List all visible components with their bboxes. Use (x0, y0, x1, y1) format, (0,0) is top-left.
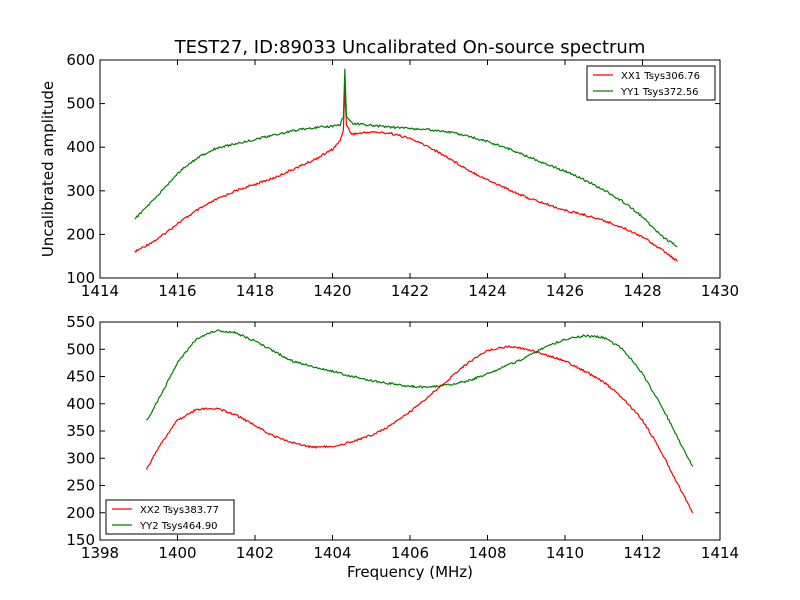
x-tick-label: 1430 (701, 282, 739, 300)
y-tick-label: 200 (66, 225, 95, 243)
x-tick-label: 1416 (158, 282, 196, 300)
x-tick-label: 1422 (391, 282, 429, 300)
series-line-2-2 (146, 329, 694, 467)
chart-title: TEST27, ID:89033 Uncalibrated On-source … (174, 37, 646, 58)
y-tick-label: 350 (66, 422, 95, 440)
y-tick-label: 600 (66, 51, 95, 69)
y-tick-label: 150 (66, 531, 95, 549)
y-tick-label: 400 (66, 395, 95, 413)
legend: XX2 Tsys383.77 YY2 Tsys464.90 (105, 499, 235, 535)
y-tick-label: 300 (66, 449, 95, 467)
series-line-1-2 (134, 68, 678, 248)
x-tick-label: 1420 (313, 282, 351, 300)
x-tick-label: 1424 (468, 282, 506, 300)
y-tick-label: 400 (66, 138, 95, 156)
y-tick-label: 450 (66, 368, 95, 386)
x-tick-label: 1426 (546, 282, 584, 300)
x-tick-label: 1404 (313, 544, 351, 562)
series-line-2-1 (145, 345, 694, 514)
legend-label: YY1 Tsys372.56 (620, 87, 699, 98)
y-tick-label: 550 (66, 313, 95, 331)
y-tick-label: 500 (66, 95, 95, 113)
legend-label: XX1 Tsys306.76 (621, 71, 700, 82)
series-line-1-1 (134, 88, 678, 262)
y-tick-label: 250 (66, 477, 95, 495)
legend-label: XX2 Tsys383.77 (140, 505, 219, 516)
x-tick-label: 1408 (468, 544, 506, 562)
x-tick-label: 1402 (236, 544, 274, 562)
x-tick-label: 1406 (391, 544, 429, 562)
x-axis-label: Frequency (MHz) (347, 563, 473, 581)
x-tick-label: 1428 (623, 282, 661, 300)
legend-box (105, 499, 235, 535)
y-tick-label: 500 (66, 340, 95, 358)
x-tick-label: 1410 (546, 544, 584, 562)
legend-label: YY2 Tsys464.90 (139, 521, 218, 532)
x-tick-label: 1418 (236, 282, 274, 300)
legend-box (586, 65, 716, 101)
top-panel: 1414 1416 1418 1420 1422 1424 1426 1428 1430 100 2… (66, 51, 739, 300)
x-tick-label: 1412 (623, 544, 661, 562)
x-tick-label: 1414 (701, 544, 739, 562)
legend: XX1 Tsys306.76 YY1 Tsys372.56 (586, 65, 716, 101)
y-tick-label: 300 (66, 182, 95, 200)
y-tick-label: 200 (66, 504, 95, 522)
x-tick-label: 1414 (81, 282, 119, 300)
bottom-panel: 1398 1400 1402 1404 1406 1408 1410 1412 1414 150 2… (66, 313, 739, 562)
x-tick-label: 1400 (158, 544, 196, 562)
x-tick-label: 1398 (81, 544, 119, 562)
y-axis-label: Uncalibrated amplitude (39, 81, 57, 257)
y-tick-label: 100 (66, 269, 95, 287)
